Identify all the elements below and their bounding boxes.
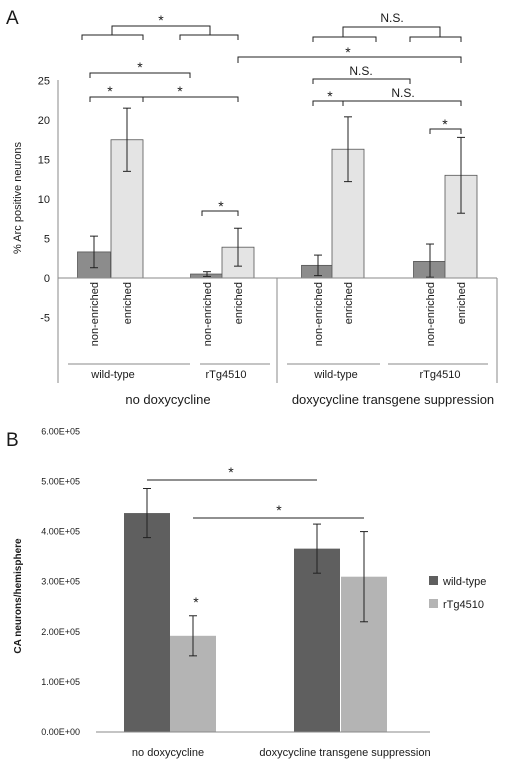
panel-a-y-ticks: -5 0 5 10 15 20 25 [38,76,50,325]
error-bar [314,254,322,277]
significance-ns: N.S. [349,64,372,78]
significance-ns: N.S. [380,11,403,25]
bracket [312,36,377,42]
y-tick-label: 5 [44,234,50,246]
error-bar [344,116,352,183]
y-tick-label: 3.00E+05 [41,577,80,587]
panel-a-genotype-label: wild-type [90,369,134,381]
bar-category-label: enriched [122,282,134,324]
panel-a-condition-label: doxycycline transgene suppression [292,392,494,407]
significance-star: * [345,44,351,60]
bracket [111,25,211,35]
panel-b-legend: wild-type rTg4510 [429,576,486,611]
panel-a-condition-label: no doxycycline [125,392,210,407]
bracket [343,100,462,106]
significance-star: * [193,594,199,610]
significance-star: * [158,12,164,28]
panel-a-genotype-label: rTg4510 [206,369,247,381]
significance-star: * [177,83,183,99]
significance-star: * [137,59,143,75]
y-tick-label: 0.00E+00 [41,727,80,737]
bar-category-label: non-enriched [313,282,325,346]
y-tick-label: 1.00E+05 [41,677,80,687]
bracket [237,56,462,63]
error-bar [90,235,98,269]
bracket [89,72,191,78]
panel-b-letter: B [6,430,19,451]
y-tick-label: 20 [38,115,50,127]
panel-a-genotype-label: rTg4510 [420,369,461,381]
panel-b-y-ticks: 0.00E+00 1.00E+05 2.00E+05 3.00E+05 4.00E+05… [41,426,80,737]
error-bar [313,523,321,574]
panel-a-significance-brackets: * N.S. * * N.S. * * * N.S. * * [81,11,462,216]
panel-b-error-bars [143,488,368,657]
bracket [89,96,144,102]
y-tick-label: 2.00E+05 [41,627,80,637]
legend-swatch-wild-type [429,576,438,585]
error-bar [203,271,211,277]
error-bar [123,107,131,172]
bracket [201,210,239,216]
y-tick-label: 5.00E+05 [41,477,80,487]
panel-b-chart: B CA neurons/hemisphere 0.00E+00 1.00E+05… [6,426,486,759]
panel-a-genotype-label: wild-type [313,369,357,381]
bar-wild-type [124,513,170,732]
bracket [179,34,239,40]
y-tick-label: 6.00E+05 [41,426,80,436]
panel-a-bar-labels: non-enriched enriched non-enriched enriched… [89,282,468,346]
significance-ns: N.S. [391,86,414,100]
bar-category-label: enriched [343,282,355,324]
bar-category-label: non-enriched [89,282,101,346]
y-tick-label: -5 [40,313,50,325]
y-tick-label: 4.00E+05 [41,527,80,537]
y-tick-label: 25 [38,76,50,88]
panel-b-y-axis-label: CA neurons/hemisphere [13,538,24,654]
panel-a-bars [77,139,478,279]
panel-b-category-label: no doxycycline [132,747,204,759]
error-bar [189,615,197,657]
bracket [429,128,462,134]
significance-star: * [228,464,234,480]
bracket [312,100,344,106]
legend-label: rTg4510 [443,599,484,611]
y-tick-label: 0 [44,273,50,285]
significance-star: * [327,88,333,104]
bar-category-label: non-enriched [425,282,437,346]
panel-a-y-axis-label: % Arc positive neurons [12,142,24,254]
bracket [409,36,462,42]
y-tick-label: 15 [38,155,50,167]
significance-star: * [276,502,282,518]
panel-a-letter: A [6,8,19,29]
error-bar [426,243,434,278]
bracket [342,26,441,37]
bracket [81,34,144,40]
significance-star: * [107,83,113,99]
bar-category-label: enriched [456,282,468,324]
legend-swatch-rtg4510 [429,599,438,608]
legend-label: wild-type [442,576,486,588]
bar-category-label: enriched [233,282,245,324]
significance-star: * [442,116,448,132]
panel-a-chart: A % Arc positive neurons -5 0 5 10 15 20 25 no… [6,8,498,407]
error-bar [143,488,151,539]
y-tick-label: 10 [38,194,50,206]
error-bar [457,136,465,214]
error-bar [234,227,242,267]
bracket [312,78,411,84]
panel-b-significance-brackets: * * * [147,464,364,610]
bar-wild-type [294,548,340,732]
error-bar [360,531,368,623]
panel-b-category-label: doxycycline transgene suppression [259,747,430,759]
panel-a-error-bars [90,107,465,278]
bracket [127,96,239,102]
panel-b-bars [124,513,387,732]
significance-star: * [218,198,224,214]
bar-category-label: non-enriched [202,282,214,346]
